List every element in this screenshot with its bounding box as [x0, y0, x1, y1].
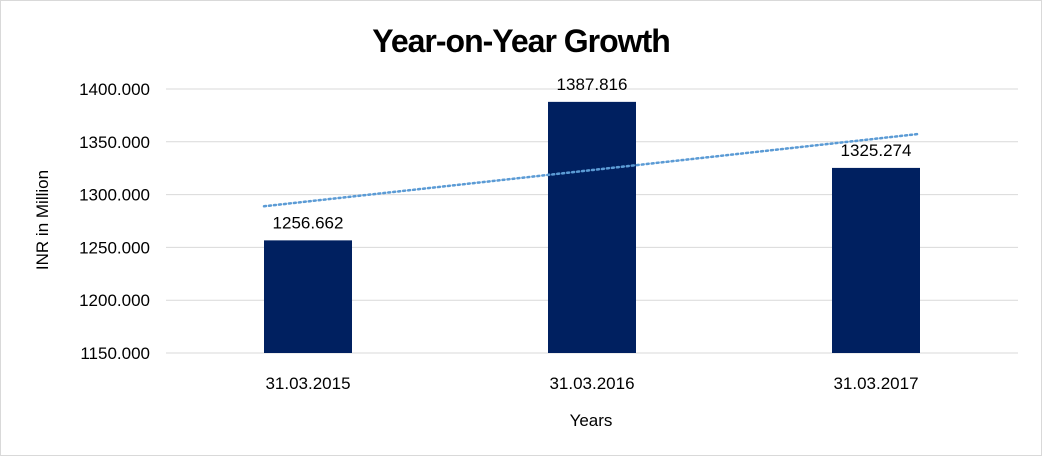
- x-tick-labels: 31.03.2015 31.03.2016 31.03.2017: [265, 374, 918, 393]
- trendline-group: [262, 132, 922, 208]
- data-label: 1325.274: [841, 141, 912, 160]
- y-tick-label: 1150.000: [80, 344, 150, 363]
- x-axis-label: Years: [570, 411, 613, 430]
- y-tick-label: 1300.000: [79, 186, 150, 205]
- x-tick-label: 31.03.2017: [833, 374, 918, 393]
- bar-31.03.2016: [548, 101, 636, 353]
- trendline: [262, 132, 922, 208]
- y-tick-label: 1200.000: [79, 291, 150, 310]
- x-tick-label: 31.03.2016: [549, 374, 634, 393]
- y-tick-label: 1400.000: [79, 80, 150, 99]
- y-axis-label: INR in Million: [33, 170, 52, 270]
- bar-31.03.2017: [832, 167, 920, 353]
- bars: [264, 101, 920, 353]
- data-label: 1387.816: [557, 75, 628, 94]
- x-tick-label: 31.03.2015: [265, 374, 350, 393]
- chart-title: Year-on-Year Growth: [372, 23, 670, 59]
- bar-31.03.2015: [264, 240, 352, 353]
- data-label: 1256.662: [273, 213, 344, 232]
- data-labels: 1256.662 1387.816 1325.274: [273, 75, 912, 232]
- y-tick-label: 1250.000: [79, 238, 150, 257]
- y-tick-label: 1350.000: [79, 133, 150, 152]
- y-tick-labels: 1150.000 1200.000 1250.000 1300.000 1350.000…: [79, 80, 150, 363]
